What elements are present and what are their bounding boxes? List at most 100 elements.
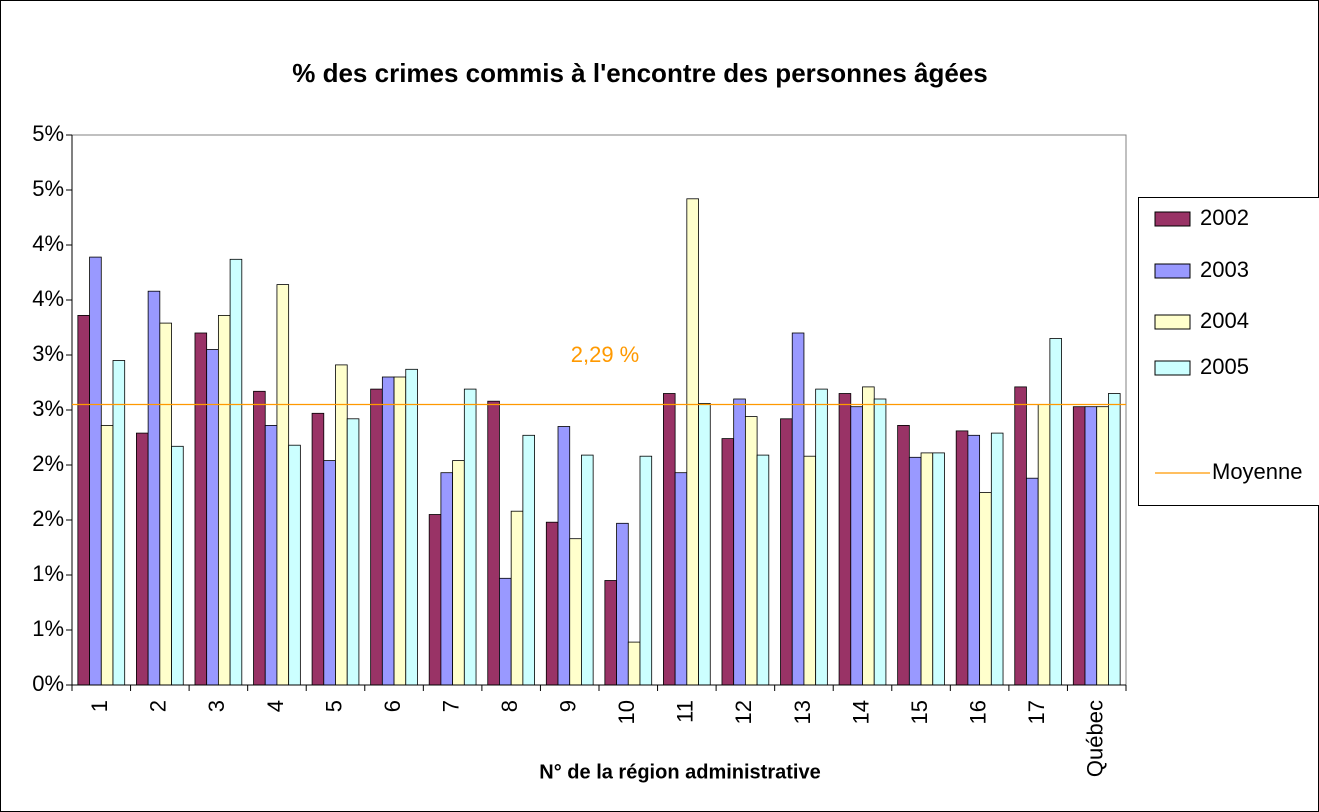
y-tick-label: 0% [32, 671, 64, 696]
y-tick-label: 4% [32, 286, 64, 311]
bar [440, 472, 454, 686]
bar [686, 198, 699, 686]
bar [803, 455, 817, 686]
bar [557, 426, 571, 686]
x-axis-label: N° de la région administrative [539, 761, 820, 783]
bar [276, 284, 290, 686]
y-tick-label: 1% [32, 561, 64, 586]
bar [311, 412, 325, 686]
y-tick-label: 2% [32, 451, 64, 476]
y-tick-label: 2% [32, 506, 64, 531]
bar [897, 424, 910, 686]
bar [873, 398, 887, 686]
bar [393, 376, 407, 686]
bar [663, 393, 676, 686]
bar [979, 492, 992, 686]
x-tick-label: 2 [146, 700, 171, 712]
bar [510, 510, 524, 686]
y-tick-label: 3% [32, 396, 64, 421]
bar [487, 400, 500, 686]
bar [463, 388, 477, 686]
bar [920, 452, 934, 686]
x-tick-label: 13 [790, 700, 815, 724]
bar [253, 390, 266, 686]
bar [850, 406, 863, 686]
x-tick-label: Québec [1083, 700, 1108, 777]
bar [136, 432, 149, 686]
bar [264, 424, 278, 686]
bar [791, 332, 805, 686]
bar [171, 445, 184, 686]
bar [1096, 406, 1109, 686]
x-tick-label: 4 [263, 700, 288, 712]
bar [1072, 406, 1086, 686]
bar [452, 460, 465, 686]
bar [323, 460, 336, 686]
bar [639, 455, 653, 686]
bar [159, 322, 172, 686]
legend [1138, 197, 1319, 506]
x-tick-label: 10 [614, 700, 639, 724]
x-tick-label: 3 [204, 700, 229, 712]
bar [499, 577, 512, 686]
bar [522, 434, 535, 686]
bar [112, 360, 126, 686]
y-tick-label: 1% [32, 616, 64, 641]
bar [932, 452, 945, 686]
bar [194, 332, 208, 686]
bar [346, 418, 360, 686]
bar [1037, 404, 1051, 686]
bar [288, 444, 301, 686]
bar [229, 258, 243, 686]
bar [569, 538, 582, 686]
bar [780, 418, 793, 686]
chart-title: % des crimes commis à l'encontre des per… [292, 58, 988, 88]
legend-label: 2003 [1200, 257, 1249, 282]
bar [756, 454, 770, 686]
x-tick-label: 11 [673, 700, 698, 723]
x-tick-label: 14 [848, 700, 873, 724]
bar [405, 368, 418, 686]
bar [721, 438, 735, 686]
bar [335, 364, 348, 686]
bar [674, 472, 688, 686]
bar [616, 522, 629, 686]
bar [1014, 386, 1027, 686]
bar [862, 386, 875, 686]
y-tick-label: 3% [32, 341, 64, 366]
bar [206, 349, 219, 686]
annotation: 2,29 % [571, 342, 640, 367]
bar [381, 376, 395, 686]
legend-swatch [1154, 360, 1191, 376]
x-tick-label: 6 [380, 700, 405, 712]
y-tick-label: 5% [32, 121, 64, 146]
x-tick-label: 17 [1024, 700, 1049, 724]
legend-swatch [1154, 314, 1191, 330]
y-tick-label: 5% [32, 176, 64, 201]
bar [89, 256, 102, 686]
bar [147, 290, 161, 686]
bar [1049, 338, 1062, 686]
bar [545, 521, 559, 686]
x-tick-label: 1 [87, 700, 112, 712]
x-tick-label: 16 [965, 700, 990, 724]
bar [604, 580, 617, 686]
legend-label: 2002 [1200, 205, 1249, 230]
bar [908, 456, 922, 686]
x-tick-label: 15 [907, 700, 932, 724]
bar [733, 398, 746, 686]
legend-label: Moyenne [1212, 459, 1303, 484]
bar [1108, 393, 1121, 686]
bar [77, 314, 90, 686]
bar [990, 432, 1004, 686]
bar [100, 424, 114, 686]
bar [967, 434, 981, 686]
x-tick-label: 5 [321, 700, 346, 712]
bar [815, 388, 828, 686]
legend-label: 2005 [1200, 354, 1249, 379]
y-tick-label: 4% [32, 231, 64, 256]
legend-swatch [1154, 211, 1191, 227]
bar [581, 454, 594, 686]
bar [428, 514, 442, 686]
